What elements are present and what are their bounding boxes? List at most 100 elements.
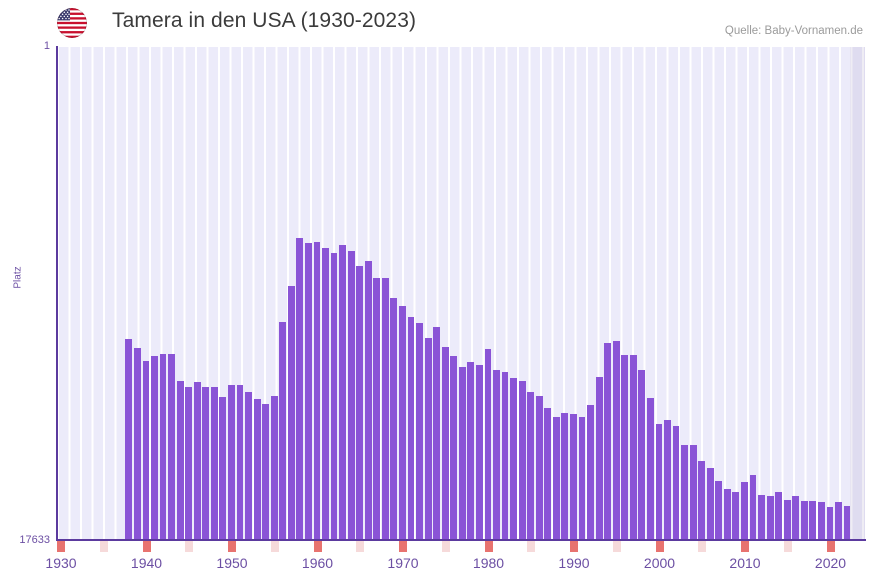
bar-1972 [416, 323, 423, 540]
bar-1985 [527, 392, 535, 540]
bar-1942 [159, 354, 167, 540]
y-axis-top-tick-label: 1 [43, 40, 50, 52]
bar-1963 [339, 245, 347, 540]
bar-1940 [142, 361, 150, 540]
bar-1950 [228, 385, 235, 540]
bar-2012 [758, 494, 765, 540]
x-tick-1970 [399, 541, 407, 552]
bar-1993 [595, 377, 603, 540]
bar-1976 [450, 355, 458, 540]
bar-1939 [133, 347, 141, 540]
bar-1946 [193, 382, 201, 540]
x-axis-tick-labels: 1930 1940 1950 1960 1970 1980 1990 2000 2010 2020 [0, 555, 873, 579]
x-tick-1965 [356, 541, 365, 552]
bar-2000 [655, 424, 663, 540]
bar-1969 [390, 298, 398, 540]
bar-1988 [552, 416, 560, 540]
bar-1962 [330, 253, 338, 540]
x-axis-label-1970: 1970 [387, 555, 419, 571]
bar-1970 [399, 306, 406, 540]
x-tick-2005 [698, 541, 707, 552]
bar-1997 [629, 355, 637, 540]
bar-1986 [535, 396, 543, 540]
bar-1967 [373, 277, 381, 540]
bar-1995 [612, 340, 620, 540]
bar-2017 [800, 501, 808, 540]
bar-2020 [826, 506, 834, 540]
bar-1959 [304, 243, 312, 540]
bar-2011 [749, 474, 757, 540]
bar-1954 [262, 403, 270, 540]
x-tick-1955 [270, 541, 279, 552]
bar-2005 [698, 460, 706, 540]
bar-1938 [125, 338, 133, 540]
bar-1973 [424, 338, 432, 540]
bar-1990 [570, 414, 577, 540]
bar-1974 [433, 327, 441, 540]
x-axis-label-1940: 1940 [130, 555, 163, 571]
bar-1979 [475, 365, 483, 540]
bar-1965 [356, 265, 364, 540]
chart-header: Tamera in den USA (1930-2023) Quelle: Ba… [0, 0, 873, 47]
bar-2018 [809, 500, 817, 540]
us-flag-icon [57, 8, 87, 38]
x-tick-2020 [826, 541, 835, 552]
x-axis-label-2010: 2010 [729, 555, 761, 571]
bar-2010 [741, 481, 748, 540]
bar-1944 [176, 381, 184, 540]
bar-series [57, 47, 865, 540]
y-axis-bottom-tick-label: 17633 [19, 534, 50, 546]
bar-2014 [775, 492, 783, 540]
bar-2019 [817, 501, 825, 540]
bar-1948 [210, 386, 218, 540]
x-tick-1930 [57, 541, 65, 552]
x-axis-label-1930: 1930 [45, 555, 77, 571]
bar-1952 [245, 392, 252, 540]
bar-2016 [792, 496, 800, 540]
bar-2003 [681, 444, 689, 540]
bar-1957 [287, 285, 295, 540]
bar-2006 [706, 468, 714, 540]
y-axis-line [56, 46, 58, 541]
x-tick-1990 [570, 541, 578, 552]
bar-2009 [732, 491, 740, 540]
bar-1949 [219, 396, 227, 540]
x-axis-line [56, 539, 866, 541]
bar-1991 [578, 417, 586, 540]
bar-1992 [587, 405, 594, 540]
bar-1941 [151, 355, 158, 540]
bar-2004 [689, 444, 697, 540]
bar-1998 [638, 369, 646, 540]
y-axis-title: Platz [12, 266, 24, 289]
bar-1955 [270, 396, 278, 540]
bar-1989 [561, 413, 569, 540]
bar-1964 [347, 250, 355, 540]
bar-2021 [835, 502, 842, 540]
x-axis-ticks [57, 541, 865, 553]
bar-1947 [202, 387, 210, 540]
bar-1978 [467, 361, 475, 540]
bar-1994 [604, 343, 612, 540]
bar-1945 [185, 387, 193, 540]
bar-2007 [715, 480, 723, 540]
bar-2015 [783, 500, 791, 540]
bar-1984 [518, 381, 526, 540]
x-axis-label-2020: 2020 [814, 555, 847, 571]
bar-1977 [458, 367, 466, 540]
bar-1958 [296, 238, 304, 540]
x-axis-label-1990: 1990 [558, 555, 590, 571]
x-tick-1980 [484, 541, 493, 552]
x-tick-1960 [313, 541, 322, 552]
x-tick-1945 [185, 541, 194, 552]
bar-1953 [253, 398, 261, 540]
x-tick-1985 [527, 541, 536, 552]
x-tick-2000 [655, 541, 664, 552]
bar-1966 [364, 260, 372, 540]
bar-1980 [484, 348, 492, 540]
bar-1971 [407, 316, 415, 540]
page-title: Tamera in den USA (1930-2023) [112, 9, 417, 32]
bar-2008 [723, 488, 731, 540]
bar-2001 [664, 419, 671, 540]
bar-2022 [843, 506, 851, 540]
